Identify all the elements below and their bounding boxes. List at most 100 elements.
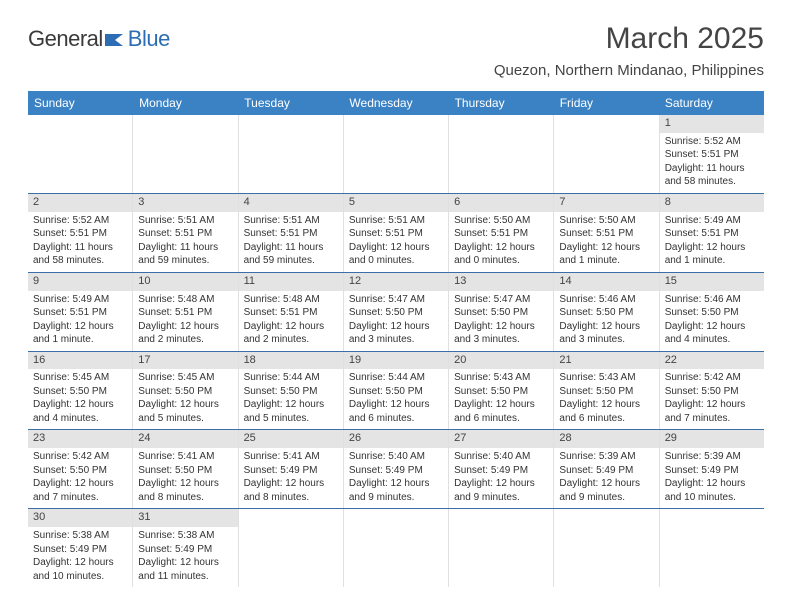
- day-cell: 28Sunrise: 5:39 AMSunset: 5:49 PMDayligh…: [554, 430, 659, 508]
- daylight-text: Daylight: 11 hours and 58 minutes.: [33, 241, 127, 268]
- logo: GeneralBlue: [28, 26, 170, 54]
- daylight-text: Daylight: 12 hours and 9 minutes.: [454, 477, 548, 504]
- sunrise-text: Sunrise: 5:48 AM: [244, 293, 338, 307]
- day-cell: 26Sunrise: 5:40 AMSunset: 5:49 PMDayligh…: [344, 430, 449, 508]
- daylight-text: Daylight: 12 hours and 9 minutes.: [349, 477, 443, 504]
- day-cell: [449, 509, 554, 587]
- daylight-text: Daylight: 12 hours and 0 minutes.: [349, 241, 443, 268]
- day-body: Sunrise: 5:47 AMSunset: 5:50 PMDaylight:…: [449, 291, 553, 351]
- day-number: 5: [344, 194, 448, 212]
- day-cell: 2Sunrise: 5:52 AMSunset: 5:51 PMDaylight…: [28, 194, 133, 272]
- sunset-text: Sunset: 5:50 PM: [138, 464, 232, 478]
- day-body: Sunrise: 5:49 AMSunset: 5:51 PMDaylight:…: [660, 212, 764, 272]
- day-body: Sunrise: 5:41 AMSunset: 5:49 PMDaylight:…: [239, 448, 343, 508]
- sunrise-text: Sunrise: 5:51 AM: [244, 214, 338, 228]
- day-cell: 18Sunrise: 5:44 AMSunset: 5:50 PMDayligh…: [239, 352, 344, 430]
- sunrise-text: Sunrise: 5:47 AM: [349, 293, 443, 307]
- sunset-text: Sunset: 5:51 PM: [33, 306, 127, 320]
- daylight-text: Daylight: 12 hours and 8 minutes.: [138, 477, 232, 504]
- week-row: 9Sunrise: 5:49 AMSunset: 5:51 PMDaylight…: [28, 273, 764, 352]
- day-body: Sunrise: 5:43 AMSunset: 5:50 PMDaylight:…: [554, 369, 658, 429]
- sunrise-text: Sunrise: 5:47 AM: [454, 293, 548, 307]
- daylight-text: Daylight: 12 hours and 3 minutes.: [349, 320, 443, 347]
- sunset-text: Sunset: 5:50 PM: [559, 385, 653, 399]
- day-cell: [133, 115, 238, 193]
- day-cell: 14Sunrise: 5:46 AMSunset: 5:50 PMDayligh…: [554, 273, 659, 351]
- day-body: Sunrise: 5:52 AMSunset: 5:51 PMDaylight:…: [28, 212, 132, 272]
- day-body: Sunrise: 5:45 AMSunset: 5:50 PMDaylight:…: [28, 369, 132, 429]
- sunrise-text: Sunrise: 5:51 AM: [349, 214, 443, 228]
- header: GeneralBlue March 2025 Quezon, Northern …: [28, 22, 764, 79]
- daylight-text: Daylight: 12 hours and 10 minutes.: [33, 556, 127, 583]
- day-cell: 5Sunrise: 5:51 AMSunset: 5:51 PMDaylight…: [344, 194, 449, 272]
- day-cell: 16Sunrise: 5:45 AMSunset: 5:50 PMDayligh…: [28, 352, 133, 430]
- sunset-text: Sunset: 5:50 PM: [33, 464, 127, 478]
- sunset-text: Sunset: 5:49 PM: [33, 543, 127, 557]
- day-body: Sunrise: 5:44 AMSunset: 5:50 PMDaylight:…: [239, 369, 343, 429]
- sunset-text: Sunset: 5:51 PM: [559, 227, 653, 241]
- day-body: Sunrise: 5:38 AMSunset: 5:49 PMDaylight:…: [133, 527, 237, 587]
- week-row: 16Sunrise: 5:45 AMSunset: 5:50 PMDayligh…: [28, 352, 764, 431]
- sunset-text: Sunset: 5:50 PM: [349, 385, 443, 399]
- day-body: Sunrise: 5:39 AMSunset: 5:49 PMDaylight:…: [660, 448, 764, 508]
- day-cell: 1Sunrise: 5:52 AMSunset: 5:51 PMDaylight…: [660, 115, 764, 193]
- day-body: Sunrise: 5:45 AMSunset: 5:50 PMDaylight:…: [133, 369, 237, 429]
- sunset-text: Sunset: 5:51 PM: [665, 227, 759, 241]
- daylight-text: Daylight: 12 hours and 6 minutes.: [454, 398, 548, 425]
- daylight-text: Daylight: 12 hours and 0 minutes.: [454, 241, 548, 268]
- day-number: 7: [554, 194, 658, 212]
- daylight-text: Daylight: 11 hours and 58 minutes.: [665, 162, 759, 189]
- day-number: 23: [28, 430, 132, 448]
- day-number: 4: [239, 194, 343, 212]
- week-row: 1Sunrise: 5:52 AMSunset: 5:51 PMDaylight…: [28, 115, 764, 194]
- day-cell: [554, 115, 659, 193]
- daylight-text: Daylight: 12 hours and 1 minute.: [559, 241, 653, 268]
- day-cell: 9Sunrise: 5:49 AMSunset: 5:51 PMDaylight…: [28, 273, 133, 351]
- sunrise-text: Sunrise: 5:44 AM: [349, 371, 443, 385]
- weeks-container: 1Sunrise: 5:52 AMSunset: 5:51 PMDaylight…: [28, 115, 764, 587]
- day-body: Sunrise: 5:49 AMSunset: 5:51 PMDaylight:…: [28, 291, 132, 351]
- daylight-text: Daylight: 12 hours and 2 minutes.: [244, 320, 338, 347]
- daylight-text: Daylight: 12 hours and 1 minute.: [33, 320, 127, 347]
- sunrise-text: Sunrise: 5:50 AM: [454, 214, 548, 228]
- day-number: 15: [660, 273, 764, 291]
- day-cell: 31Sunrise: 5:38 AMSunset: 5:49 PMDayligh…: [133, 509, 238, 587]
- day-number: 16: [28, 352, 132, 370]
- daylight-text: Daylight: 12 hours and 6 minutes.: [349, 398, 443, 425]
- day-cell: 13Sunrise: 5:47 AMSunset: 5:50 PMDayligh…: [449, 273, 554, 351]
- sunrise-text: Sunrise: 5:45 AM: [138, 371, 232, 385]
- day-cell: 29Sunrise: 5:39 AMSunset: 5:49 PMDayligh…: [660, 430, 764, 508]
- day-number: 21: [554, 352, 658, 370]
- sunrise-text: Sunrise: 5:49 AM: [665, 214, 759, 228]
- sunrise-text: Sunrise: 5:50 AM: [559, 214, 653, 228]
- sunset-text: Sunset: 5:51 PM: [244, 306, 338, 320]
- day-body: Sunrise: 5:51 AMSunset: 5:51 PMDaylight:…: [239, 212, 343, 272]
- day-body: Sunrise: 5:47 AMSunset: 5:50 PMDaylight:…: [344, 291, 448, 351]
- day-cell: 15Sunrise: 5:46 AMSunset: 5:50 PMDayligh…: [660, 273, 764, 351]
- day-cell: 7 Sunrise: 5:50 AMSunset: 5:51 PMDaylight…: [554, 194, 659, 272]
- sunrise-text: Sunrise: 5:43 AM: [559, 371, 653, 385]
- daylight-text: Daylight: 12 hours and 4 minutes.: [33, 398, 127, 425]
- logo-flag-icon: [105, 28, 127, 54]
- day-cell: [344, 115, 449, 193]
- sunset-text: Sunset: 5:50 PM: [665, 306, 759, 320]
- daylight-text: Daylight: 12 hours and 3 minutes.: [559, 320, 653, 347]
- sunset-text: Sunset: 5:50 PM: [244, 385, 338, 399]
- day-header-cell: Wednesday: [343, 91, 448, 115]
- daylight-text: Daylight: 11 hours and 59 minutes.: [244, 241, 338, 268]
- day-cell: [660, 509, 764, 587]
- day-cell: 25Sunrise: 5:41 AMSunset: 5:49 PMDayligh…: [239, 430, 344, 508]
- sunset-text: Sunset: 5:51 PM: [665, 148, 759, 162]
- day-body: Sunrise: 5:42 AMSunset: 5:50 PMDaylight:…: [660, 369, 764, 429]
- daylight-text: Daylight: 12 hours and 8 minutes.: [244, 477, 338, 504]
- day-cell: [554, 509, 659, 587]
- day-cell: 22Sunrise: 5:42 AMSunset: 5:50 PMDayligh…: [660, 352, 764, 430]
- day-number: 19: [344, 352, 448, 370]
- sunrise-text: Sunrise: 5:40 AM: [349, 450, 443, 464]
- daylight-text: Daylight: 12 hours and 9 minutes.: [559, 477, 653, 504]
- daylight-text: Daylight: 12 hours and 6 minutes.: [559, 398, 653, 425]
- day-header-cell: Saturday: [659, 91, 764, 115]
- day-cell: 21Sunrise: 5:43 AMSunset: 5:50 PMDayligh…: [554, 352, 659, 430]
- day-body: Sunrise: 5:39 AMSunset: 5:49 PMDaylight:…: [554, 448, 658, 508]
- day-body: Sunrise: 5:40 AMSunset: 5:49 PMDaylight:…: [344, 448, 448, 508]
